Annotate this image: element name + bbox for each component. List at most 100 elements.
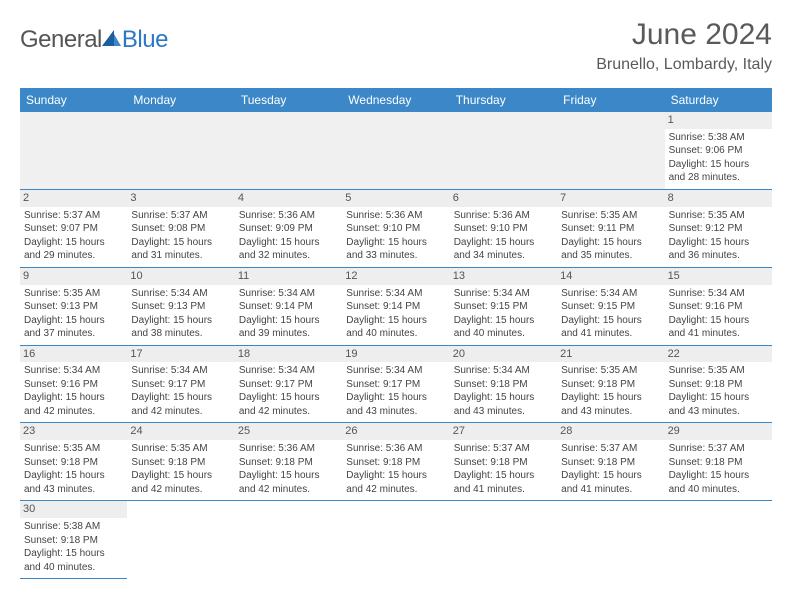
day-header: Tuesday — [235, 88, 342, 112]
day-header: Saturday — [665, 88, 772, 112]
date-number: 23 — [20, 423, 127, 440]
day-header: Wednesday — [342, 88, 449, 112]
day-header: Thursday — [450, 88, 557, 112]
day-cell: 2Sunrise: 5:37 AMSunset: 9:07 PMDaylight… — [20, 190, 127, 268]
empty-cell — [557, 112, 664, 190]
location: Brunello, Lombardy, Italy — [596, 56, 772, 74]
empty-cell — [450, 112, 557, 190]
day-cell: 17Sunrise: 5:34 AMSunset: 9:17 PMDayligh… — [127, 346, 234, 424]
date-number: 18 — [235, 346, 342, 363]
date-number: 15 — [665, 268, 772, 285]
day-info: Sunrise: 5:34 AMSunset: 9:16 PMDaylight:… — [669, 287, 768, 341]
day-info: Sunrise: 5:34 AMSunset: 9:15 PMDaylight:… — [561, 287, 660, 341]
date-number: 6 — [450, 190, 557, 207]
day-info: Sunrise: 5:38 AMSunset: 9:18 PMDaylight:… — [24, 520, 123, 574]
day-cell: 4 Sunrise: 5:36 AMSunset: 9:09 PMDaylight… — [235, 190, 342, 268]
day-cell: 1 Sunrise: 5:38 AMSunset: 9:06 PMDaylight… — [665, 112, 772, 190]
day-info: Sunrise: 5:35 AMSunset: 9:13 PMDaylight:… — [24, 287, 123, 341]
day-info: Sunrise: 5:34 AMSunset: 9:14 PMDaylight:… — [239, 287, 338, 341]
logo-sail-icon — [100, 28, 122, 55]
day-cell: 14 Sunrise: 5:34 AMSunset: 9:15 PMDayligh… — [557, 268, 664, 346]
empty-cell — [235, 112, 342, 190]
day-info: Sunrise: 5:36 AMSunset: 9:18 PMDaylight:… — [239, 442, 338, 496]
empty-cell — [127, 112, 234, 190]
day-info: Sunrise: 5:34 AMSunset: 9:15 PMDaylight:… — [454, 287, 553, 341]
day-cell: 24 Sunrise: 5:35 AMSunset: 9:18 PMDayligh… — [127, 423, 234, 501]
date-number: 20 — [450, 346, 557, 363]
day-info: Sunrise: 5:35 AMSunset: 9:18 PMDaylight:… — [131, 442, 230, 496]
date-number: 14 — [557, 268, 664, 285]
day-cell: 19Sunrise: 5:34 AMSunset: 9:17 PMDayligh… — [342, 346, 449, 424]
day-header: Sunday — [20, 88, 127, 112]
day-info: Sunrise: 5:37 AMSunset: 9:07 PMDaylight:… — [24, 209, 123, 263]
day-cell: 7 Sunrise: 5:35 AMSunset: 9:11 PMDaylight… — [557, 190, 664, 268]
day-cell: 10 Sunrise: 5:34 AMSunset: 9:13 PMDayligh… — [127, 268, 234, 346]
date-number: 27 — [450, 423, 557, 440]
date-number: 11 — [235, 268, 342, 285]
day-header: Friday — [557, 88, 664, 112]
day-cell: 28Sunrise: 5:37 AMSunset: 9:18 PMDayligh… — [557, 423, 664, 501]
day-info: Sunrise: 5:35 AMSunset: 9:18 PMDaylight:… — [669, 364, 768, 418]
day-cell: 22Sunrise: 5:35 AMSunset: 9:18 PMDayligh… — [665, 346, 772, 424]
day-info: Sunrise: 5:35 AMSunset: 9:11 PMDaylight:… — [561, 209, 660, 263]
date-number: 5 — [342, 190, 449, 207]
day-cell: 15 Sunrise: 5:34 AMSunset: 9:16 PMDayligh… — [665, 268, 772, 346]
day-cell: 6 Sunrise: 5:36 AMSunset: 9:10 PMDaylight… — [450, 190, 557, 268]
day-info: Sunrise: 5:38 AMSunset: 9:06 PMDaylight:… — [669, 131, 768, 185]
date-number: 8 — [665, 190, 772, 207]
day-info: Sunrise: 5:34 AMSunset: 9:16 PMDaylight:… — [24, 364, 123, 418]
day-info: Sunrise: 5:34 AMSunset: 9:17 PMDaylight:… — [239, 364, 338, 418]
day-info: Sunrise: 5:34 AMSunset: 9:13 PMDaylight:… — [131, 287, 230, 341]
day-info: Sunrise: 5:37 AMSunset: 9:08 PMDaylight:… — [131, 209, 230, 263]
day-info: Sunrise: 5:37 AMSunset: 9:18 PMDaylight:… — [561, 442, 660, 496]
day-info: Sunrise: 5:34 AMSunset: 9:18 PMDaylight:… — [454, 364, 553, 418]
day-cell: 27 Sunrise: 5:37 AMSunset: 9:18 PMDayligh… — [450, 423, 557, 501]
day-cell: 8 Sunrise: 5:35 AMSunset: 9:12 PMDaylight… — [665, 190, 772, 268]
logo-text-blue: Blue — [122, 26, 168, 54]
date-number: 22 — [665, 346, 772, 363]
date-number: 10 — [127, 268, 234, 285]
day-info: Sunrise: 5:36 AMSunset: 9:18 PMDaylight:… — [346, 442, 445, 496]
day-info: Sunrise: 5:37 AMSunset: 9:18 PMDaylight:… — [669, 442, 768, 496]
date-number: 24 — [127, 423, 234, 440]
day-cell: 21Sunrise: 5:35 AMSunset: 9:18 PMDayligh… — [557, 346, 664, 424]
date-number: 9 — [20, 268, 127, 285]
date-number: 21 — [557, 346, 664, 363]
date-number: 12 — [342, 268, 449, 285]
day-cell: 16Sunrise: 5:34 AMSunset: 9:16 PMDayligh… — [20, 346, 127, 424]
date-number: 30 — [20, 501, 127, 518]
day-info: Sunrise: 5:35 AMSunset: 9:18 PMDaylight:… — [561, 364, 660, 418]
date-number: 13 — [450, 268, 557, 285]
day-cell: 13 Sunrise: 5:34 AMSunset: 9:15 PMDayligh… — [450, 268, 557, 346]
day-info: Sunrise: 5:36 AMSunset: 9:09 PMDaylight:… — [239, 209, 338, 263]
day-info: Sunrise: 5:36 AMSunset: 9:10 PMDaylight:… — [346, 209, 445, 263]
date-number: 1 — [665, 112, 772, 129]
date-number: 25 — [235, 423, 342, 440]
day-cell: 5 Sunrise: 5:36 AMSunset: 9:10 PMDaylight… — [342, 190, 449, 268]
date-number: 16 — [20, 346, 127, 363]
date-number: 7 — [557, 190, 664, 207]
day-cell: 18Sunrise: 5:34 AMSunset: 9:17 PMDayligh… — [235, 346, 342, 424]
day-cell: 20Sunrise: 5:34 AMSunset: 9:18 PMDayligh… — [450, 346, 557, 424]
day-info: Sunrise: 5:36 AMSunset: 9:10 PMDaylight:… — [454, 209, 553, 263]
calendar-grid: SundayMondayTuesdayWednesdayThursdayFrid… — [20, 88, 772, 579]
day-info: Sunrise: 5:34 AMSunset: 9:17 PMDaylight:… — [131, 364, 230, 418]
date-number: 3 — [127, 190, 234, 207]
day-header: Monday — [127, 88, 234, 112]
month-title: June 2024 — [596, 18, 772, 52]
date-number: 17 — [127, 346, 234, 363]
day-cell: 29 Sunrise: 5:37 AMSunset: 9:18 PMDayligh… — [665, 423, 772, 501]
day-cell: 23Sunrise: 5:35 AMSunset: 9:18 PMDayligh… — [20, 423, 127, 501]
day-info: Sunrise: 5:34 AMSunset: 9:17 PMDaylight:… — [346, 364, 445, 418]
day-cell: 26 Sunrise: 5:36 AMSunset: 9:18 PMDayligh… — [342, 423, 449, 501]
day-cell: 9 Sunrise: 5:35 AMSunset: 9:13 PMDaylight… — [20, 268, 127, 346]
day-cell: 25 Sunrise: 5:36 AMSunset: 9:18 PMDayligh… — [235, 423, 342, 501]
day-info: Sunrise: 5:37 AMSunset: 9:18 PMDaylight:… — [454, 442, 553, 496]
date-number: 29 — [665, 423, 772, 440]
day-info: Sunrise: 5:35 AMSunset: 9:12 PMDaylight:… — [669, 209, 768, 263]
date-number: 26 — [342, 423, 449, 440]
logo-text-general: General — [20, 26, 102, 54]
date-number: 19 — [342, 346, 449, 363]
date-number: 4 — [235, 190, 342, 207]
day-cell: 11 Sunrise: 5:34 AMSunset: 9:14 PMDayligh… — [235, 268, 342, 346]
